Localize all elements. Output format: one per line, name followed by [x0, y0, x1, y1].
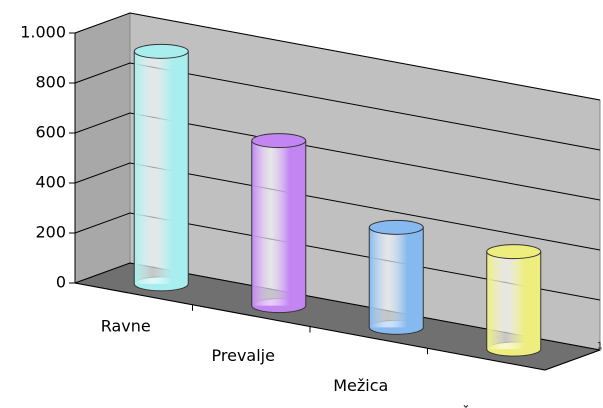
x-tick-label: Črna — [460, 406, 497, 408]
cylinder-body — [486, 251, 541, 350]
cylinder-body — [251, 140, 306, 306]
grid-line — [74, 162, 601, 251]
cylinder-top — [133, 43, 189, 59]
depth-axis — [544, 349, 601, 371]
y-tick-label: 800 — [35, 73, 66, 92]
grid-line — [74, 262, 601, 351]
cylinder-top — [486, 244, 542, 260]
cylinder — [251, 133, 307, 314]
side-wall — [74, 12, 131, 284]
cylinder-top — [251, 133, 307, 149]
y-tick-label: 1.000 — [20, 23, 66, 42]
depth-label: 1 — [597, 342, 603, 352]
grid-line — [74, 62, 601, 151]
x-tick-label: Mežica — [333, 376, 388, 395]
cylinder-body — [134, 51, 189, 284]
x-tick-label: Ravne — [101, 316, 151, 335]
y-tick-label: 400 — [35, 173, 66, 192]
grid-line — [74, 112, 601, 201]
cylinder-top — [368, 219, 424, 235]
cylinder — [486, 244, 542, 357]
cylinder-body — [369, 227, 424, 328]
grid-line — [74, 12, 601, 101]
y-tick-label: 0 — [56, 273, 66, 292]
y-tick-label: 600 — [35, 123, 66, 142]
cylinder — [133, 43, 189, 292]
x-tick-label: Prevalje — [212, 346, 275, 365]
y-tick-label: 200 — [35, 223, 66, 242]
grid-line — [74, 212, 601, 301]
cylinder — [368, 219, 424, 335]
